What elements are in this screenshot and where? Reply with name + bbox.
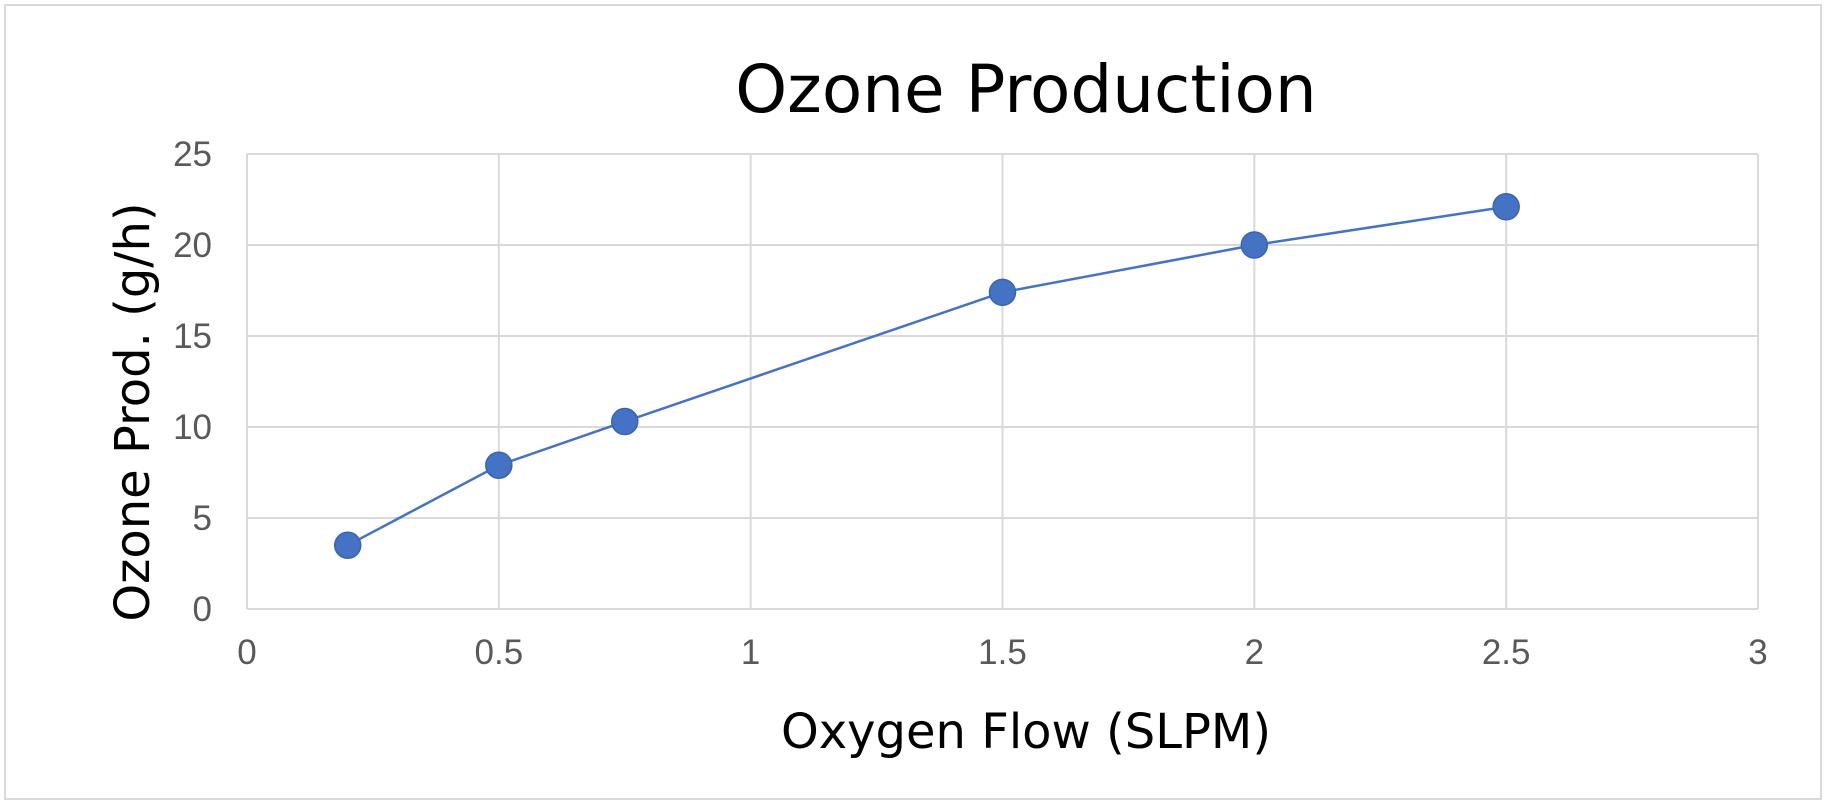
y-axis-title: Ozone Prod. (g/h) [105,202,161,621]
y-tick-label: 5 [193,499,212,538]
y-tick-label: 20 [173,226,212,265]
x-tick-label: 0 [237,633,256,672]
x-tick-label: 2 [1245,633,1264,672]
chart-title: Ozone Production [735,51,1317,128]
y-tick-label: 15 [173,317,212,356]
x-tick-label: 0.5 [475,633,524,672]
y-tick-label: 25 [173,135,212,174]
series-layer [333,193,1520,560]
gridlines [246,153,1759,610]
x-tick-label: 3 [1748,633,1767,672]
chart-frame: 0 0.5 1 1.5 2 2.5 3 0 5 10 15 20 25 Ozone Production… [4,4,1822,800]
x-tick-label: 2.5 [1482,633,1531,672]
data-point [611,407,639,436]
data-point [333,531,362,560]
x-tick-label: 1.5 [978,633,1027,672]
data-point [1492,193,1520,221]
chart: 0 0.5 1 1.5 2 2.5 3 0 5 10 15 20 25 Ozone Production… [105,51,1768,760]
series-line [347,205,1507,547]
data-point [485,451,513,479]
y-tick-label: 0 [193,590,212,629]
x-tick-label: 1 [741,633,760,672]
data-point [1240,231,1269,259]
x-axis-title: Oxygen Flow (SLPM) [781,704,1271,760]
y-tick-label: 10 [173,408,212,447]
tick-labels: 0 0.5 1 1.5 2 2.5 3 0 5 10 15 20 25 [173,135,1768,672]
data-point [988,278,1017,307]
